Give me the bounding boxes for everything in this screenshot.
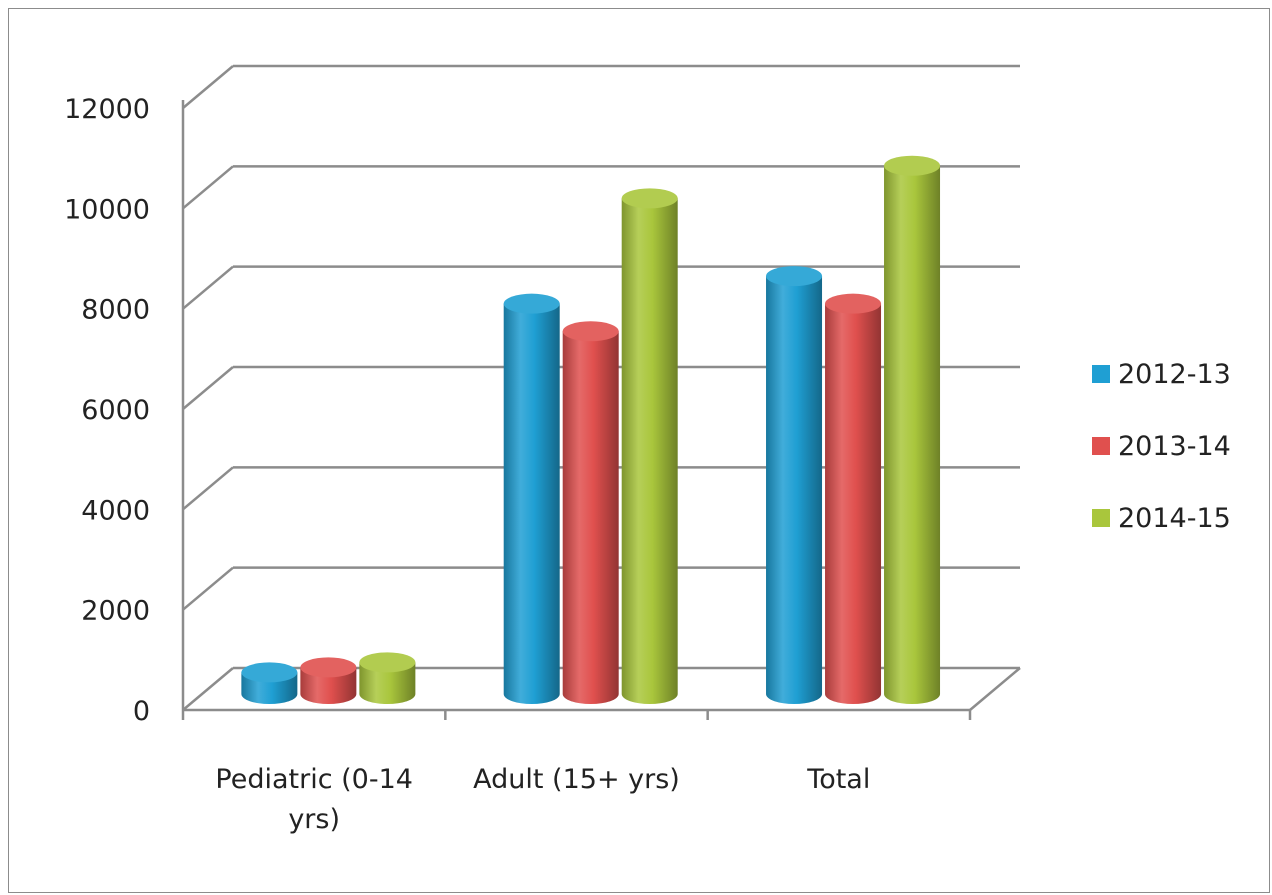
legend-swatch [1092, 509, 1110, 527]
bar-2012-13-0 [241, 662, 298, 704]
gridline-diag [182, 265, 234, 310]
legend-swatch [1092, 365, 1110, 383]
bar-body [359, 662, 416, 704]
x-category-label: Adult (15+ yrs) [473, 764, 680, 795]
bar-2012-13-2 [766, 266, 823, 704]
bar-top [359, 652, 416, 673]
x-category-label: Total [806, 764, 870, 795]
bar-body [562, 331, 619, 704]
bar-body [503, 303, 560, 704]
bar-2013-14-0 [300, 657, 357, 704]
bar-body [621, 198, 678, 705]
gridline-diag [182, 366, 234, 410]
y-tick-label: 4000 [81, 495, 150, 526]
x-category-label-line: Pediatric (0-14 [215, 764, 413, 795]
bar-2014-15-0 [359, 652, 416, 704]
bar-top [503, 293, 560, 314]
gridline-diag [182, 65, 234, 109]
bar-top [825, 293, 882, 314]
bar-top [766, 266, 823, 287]
floor-right-edge [969, 667, 1021, 711]
gridline-diag [182, 466, 234, 511]
bar-2012-13-1 [503, 293, 560, 704]
bar-top [884, 155, 941, 176]
bar-2014-15-1 [621, 188, 678, 705]
x-category-label-line: yrs) [288, 804, 340, 835]
bar-top [241, 662, 298, 683]
legend-label: 2013-14 [1118, 431, 1231, 462]
bar-body [884, 165, 941, 705]
legend-swatch [1092, 437, 1110, 455]
y-tick-label: 0 [133, 696, 150, 727]
y-tick-label: 6000 [81, 395, 150, 426]
bar-2013-14-1 [562, 321, 619, 704]
bar-top [300, 657, 357, 678]
x-category-label: Pediatric (0-14 yrs) [215, 764, 413, 835]
bar-2014-15-2 [884, 155, 941, 705]
bar-top [621, 188, 678, 209]
bar-2013-14-2 [825, 293, 882, 704]
legend-label: 2012-13 [1118, 359, 1231, 390]
bar-body [766, 276, 823, 704]
x-category-label-line: Adult (15+ yrs) [473, 764, 680, 795]
gridline-diag [182, 566, 234, 611]
gridline-diag [182, 165, 234, 210]
legend-label: 2014-15 [1118, 503, 1231, 534]
gridline-diag [182, 667, 234, 711]
y-tick-label: 8000 [81, 295, 150, 326]
y-tick-label: 12000 [64, 94, 150, 125]
y-tick-label: 2000 [81, 596, 150, 627]
bar-top [562, 321, 619, 342]
x-category-label-line: Total [806, 764, 870, 795]
y-tick-label: 10000 [64, 194, 150, 225]
bar-body [825, 303, 882, 704]
bar-body [300, 667, 357, 704]
